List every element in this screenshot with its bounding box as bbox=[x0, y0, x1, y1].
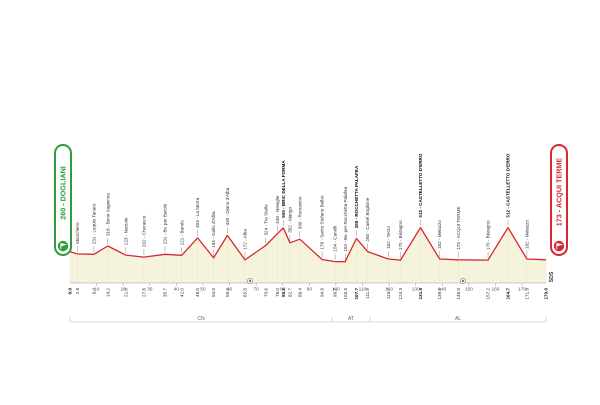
waypoint-name: 194 - Gallo d'Alba bbox=[211, 211, 216, 248]
start-flag-icon bbox=[57, 240, 69, 252]
axis-tick-label: 80 bbox=[280, 287, 286, 293]
waypoint-km-label: 35.7 bbox=[163, 288, 168, 297]
waypoint-name: Monchiero bbox=[75, 222, 80, 244]
start-badge: 260 - DOGLIANI bbox=[54, 144, 72, 256]
region-bracket: CN AT AL bbox=[69, 316, 547, 323]
waypoint-km-label: 179.0 bbox=[544, 288, 549, 300]
sprint-marker-icon bbox=[247, 278, 253, 284]
waypoint-name: 153 - Bv. per Rocchetta Palafea bbox=[343, 186, 348, 251]
profile-line bbox=[69, 226, 547, 263]
axis-tick-label: 10 bbox=[94, 287, 100, 293]
waypoint-km-label: 171.8 bbox=[525, 288, 530, 300]
waypoint-name: 223 - Narzole bbox=[123, 217, 128, 245]
waypoint-name: 324 - Tre Stelle bbox=[263, 204, 268, 236]
start-label: 260 - DOGLIANI bbox=[59, 166, 68, 220]
profile-fill bbox=[70, 227, 546, 283]
axis-tick-label: 110 bbox=[359, 287, 367, 293]
waypoint-names: Monchiero 231 - Lequio Tanaro 318 - Bene V… bbox=[75, 153, 530, 260]
waypoint-km-label: 2.8 bbox=[75, 288, 80, 295]
waypoint-km-label: 82.7 bbox=[288, 288, 293, 297]
waypoint-km-label: 86.4 bbox=[297, 288, 302, 297]
axis-tick-label: 60 bbox=[227, 287, 233, 293]
finish-badge: 173 - ACQUI TERME bbox=[550, 144, 568, 256]
waypoint-km-label: 73.6 bbox=[263, 288, 268, 297]
waypoint-name: 170 - Bistagno bbox=[398, 220, 403, 250]
finish-label: 173 - ACQUI TERME bbox=[555, 158, 564, 227]
waypoint-km-label: 14.2 bbox=[105, 288, 110, 297]
axis-tick-label: 100 bbox=[332, 287, 340, 293]
waypoint-name: 352 - Mango bbox=[288, 207, 293, 233]
waypoint-km-label: 103.5 bbox=[343, 288, 348, 300]
waypoint-km-label: 78.0 bbox=[275, 288, 280, 297]
km-labels: 0.0 2.8 9.0 14.2 21.0 27.8 35.7 42.0 48.0 54.0 59.… bbox=[68, 288, 549, 300]
axis-tick-label: 150 bbox=[465, 287, 473, 293]
waypoint-name: 221 - Barolo bbox=[179, 220, 184, 245]
waypoint-km-label: 9.0 bbox=[92, 288, 97, 295]
waypoint-km-label: 59.2 bbox=[225, 288, 230, 297]
waypoint-km-label: 0.0 bbox=[68, 288, 73, 295]
waypoint-km-label: 157.2 bbox=[486, 288, 491, 300]
axis-tick-label: 90 bbox=[307, 287, 313, 293]
waypoint-name: 154 - Canelli bbox=[333, 226, 338, 252]
waypoint-name: 202 - Cherasco bbox=[142, 215, 147, 247]
waypoint-km-label: 139.0 bbox=[437, 288, 442, 300]
waypoint-guide-lines bbox=[69, 228, 547, 283]
axis-tick-label: 120 bbox=[385, 287, 393, 293]
waypoint-name: 509 - BRIC DELLA FORMA bbox=[281, 160, 286, 218]
waypoint-km-label: 124.3 bbox=[398, 288, 403, 300]
waypoint-km-label: 164.7 bbox=[506, 288, 511, 300]
waypoint-km-label: 146.0 bbox=[456, 288, 461, 300]
axis-tick-label: 130 bbox=[412, 287, 420, 293]
waypoint-km-label: 65.8 bbox=[243, 288, 248, 297]
finish-flag-icon bbox=[553, 240, 565, 252]
waypoint-name: 512 - CASTELLETTO D'ERRO bbox=[418, 153, 423, 217]
axis-tick-label: 70 bbox=[253, 287, 259, 293]
region-label-cn: CN bbox=[197, 316, 205, 322]
km-axis: 10 20 30 40 50 60 70 80 90 100 110 120 130 140 150 160 1… bbox=[94, 283, 526, 293]
waypoint-name: 404 - La Morra bbox=[195, 197, 200, 228]
axis-tick-label: 30 bbox=[147, 287, 153, 293]
waypoint-name: 512 - CASTELLETTO D'ERRO bbox=[506, 153, 511, 217]
waypoint-km-label: 48.0 bbox=[195, 288, 200, 297]
waypoint-name: 260 - Castel Boglione bbox=[365, 197, 370, 241]
waypoint-km-label: 107.7 bbox=[354, 288, 359, 300]
axis-tick-label: 40 bbox=[174, 287, 180, 293]
waypoint-name: 170 - Bistagno bbox=[486, 220, 491, 250]
waypoint-name: 173 - ACQUI TERME bbox=[456, 206, 461, 249]
waypoint-km-label: 27.8 bbox=[142, 288, 147, 297]
axis-tick-label: 50 bbox=[200, 287, 206, 293]
waypoint-km-label: 21.0 bbox=[123, 288, 128, 297]
waypoint-name: 318 - Bene Vagienna bbox=[105, 193, 110, 236]
waypoint-km-label: 99.7 bbox=[333, 288, 338, 297]
axis-tick-label: 140 bbox=[438, 287, 446, 293]
sprint-marker-icon bbox=[460, 278, 466, 284]
waypoint-name: 182 - Melazzo bbox=[525, 220, 530, 249]
waypoint-name: 398 - ROCCHETTA PALAFEA bbox=[354, 165, 359, 228]
waypoint-km-label: 119.7 bbox=[386, 288, 391, 300]
waypoint-name: 182 - Terzo bbox=[386, 226, 391, 249]
waypoint-km-label: 42.0 bbox=[179, 288, 184, 297]
axis-tick-label: 170 bbox=[518, 287, 526, 293]
waypoint-name: 182 - Melazzo bbox=[437, 220, 442, 249]
waypoint-km-label: 94.8 bbox=[320, 288, 325, 297]
waypoint-km-label: 54.0 bbox=[211, 288, 216, 297]
waypoint-name: 172 - Alba bbox=[243, 229, 248, 250]
waypoint-name: 176 - Santo Stefano Belbo bbox=[320, 195, 325, 249]
waypoint-km-label: 80.2 bbox=[281, 288, 286, 297]
axis-tick-label: 160 bbox=[491, 287, 499, 293]
waypoint-km-label: 131.8 bbox=[418, 288, 423, 300]
region-label-al: AL bbox=[455, 316, 461, 322]
waypoint-name: 390 - Romanino bbox=[297, 196, 302, 229]
waypoint-km-label: 111.9 bbox=[365, 288, 370, 299]
waypoint-name: 430 - Diano d'Alba bbox=[225, 187, 230, 225]
region-label-at: AT bbox=[348, 316, 354, 322]
axis-tick-label: 20 bbox=[121, 287, 127, 293]
waypoint-name: 231 - Lequio Tanaro bbox=[92, 203, 97, 244]
waypoint-name: 231 - Bv. per Barolo bbox=[163, 203, 168, 244]
waypoint-name: 448 - Neviglie bbox=[275, 195, 280, 224]
sprint-note: SDS bbox=[549, 271, 555, 282]
